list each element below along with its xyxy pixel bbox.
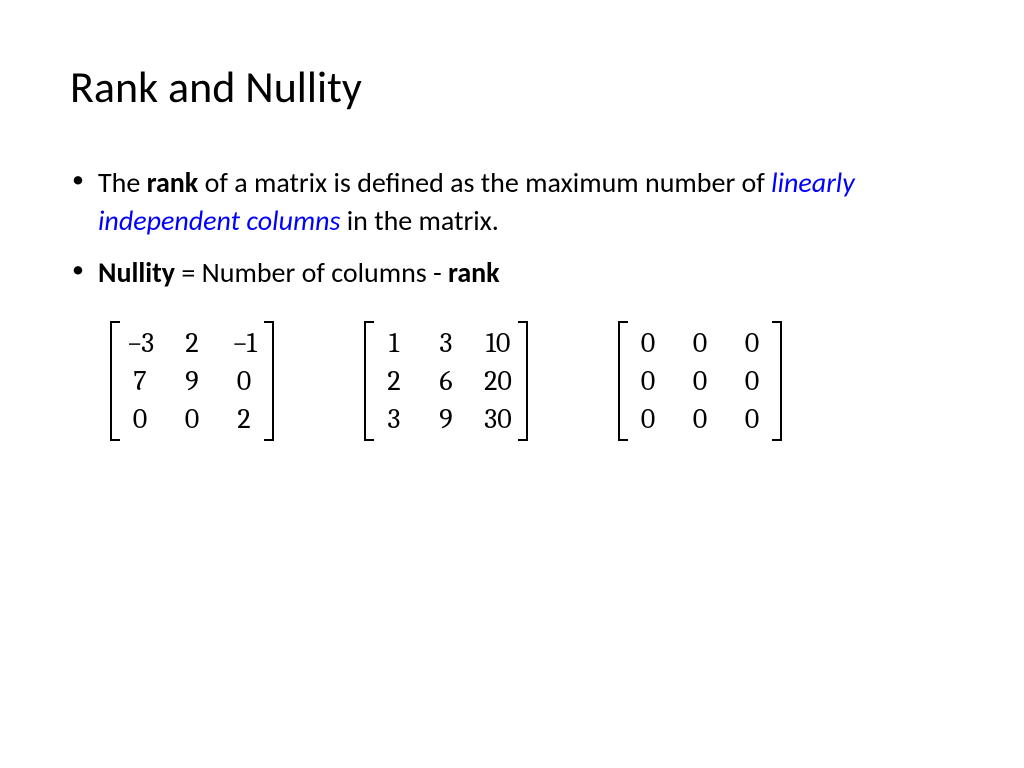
matrix-cell: 0 [178, 403, 206, 435]
slide-title: Rank and Nullity [70, 60, 954, 114]
matrix-cell: 2 [380, 365, 408, 397]
matrix-cell: 9 [432, 403, 460, 435]
text-pre: The [98, 165, 147, 200]
matrix-cell: 0 [738, 327, 766, 359]
matrix-cell: 2 [178, 327, 206, 359]
matrix-cell: −1 [230, 327, 258, 359]
text-eq: = Number of columns - [175, 255, 448, 290]
matrix-3-grid: 0 0 0 0 0 0 0 0 0 [628, 321, 772, 441]
matrix-cell: 10 [484, 327, 512, 359]
matrix-cell: 7 [126, 365, 154, 397]
matrix-cell: 0 [686, 327, 714, 359]
matrix-cell: 0 [126, 403, 154, 435]
matrix-cell: 0 [230, 365, 258, 397]
matrix-cell: 6 [432, 365, 460, 397]
bracket-left-icon [110, 321, 120, 441]
matrix-cell: 1 [380, 327, 408, 359]
matrix-cell: 2 [230, 403, 258, 435]
text-nullity: Nullity [98, 255, 175, 290]
matrix-3: 0 0 0 0 0 0 0 0 0 [618, 321, 782, 441]
bracket-right-icon [518, 321, 528, 441]
matrix-2-grid: 1 3 10 2 6 20 3 9 30 [374, 321, 518, 441]
text-rank2: rank [448, 255, 500, 290]
matrix-2: 1 3 10 2 6 20 3 9 30 [364, 321, 528, 441]
matrix-cell: 0 [686, 403, 714, 435]
bullet-rank-def: The rank of a matrix is defined as the m… [70, 164, 954, 240]
bracket-right-icon [264, 321, 274, 441]
matrix-cell: 0 [686, 365, 714, 397]
matrix-cell: 0 [634, 327, 662, 359]
matrix-cell: 30 [484, 403, 512, 435]
matrix-1-grid: −3 2 −1 7 9 0 0 0 2 [120, 321, 264, 441]
bullet-list: The rank of a matrix is defined as the m… [70, 164, 954, 291]
bracket-left-icon [618, 321, 628, 441]
bracket-right-icon [772, 321, 782, 441]
text-rank: rank [147, 165, 199, 200]
matrices-row: −3 2 −1 7 9 0 0 0 2 1 3 10 2 6 20 3 9 30 [110, 321, 954, 441]
matrix-cell: 9 [178, 365, 206, 397]
matrix-cell: 0 [634, 365, 662, 397]
matrix-cell: −3 [126, 327, 154, 359]
bracket-left-icon [364, 321, 374, 441]
text-mid: of a matrix is defined as the maximum nu… [198, 165, 771, 200]
matrix-cell: 0 [634, 403, 662, 435]
bullet-nullity-def: Nullity = Number of columns - rank [70, 254, 954, 292]
matrix-cell: 0 [738, 403, 766, 435]
matrix-cell: 20 [484, 365, 512, 397]
matrix-cell: 0 [738, 365, 766, 397]
matrix-cell: 3 [380, 403, 408, 435]
matrix-1: −3 2 −1 7 9 0 0 0 2 [110, 321, 274, 441]
matrix-cell: 3 [432, 327, 460, 359]
text-post: in the matrix. [340, 203, 498, 238]
